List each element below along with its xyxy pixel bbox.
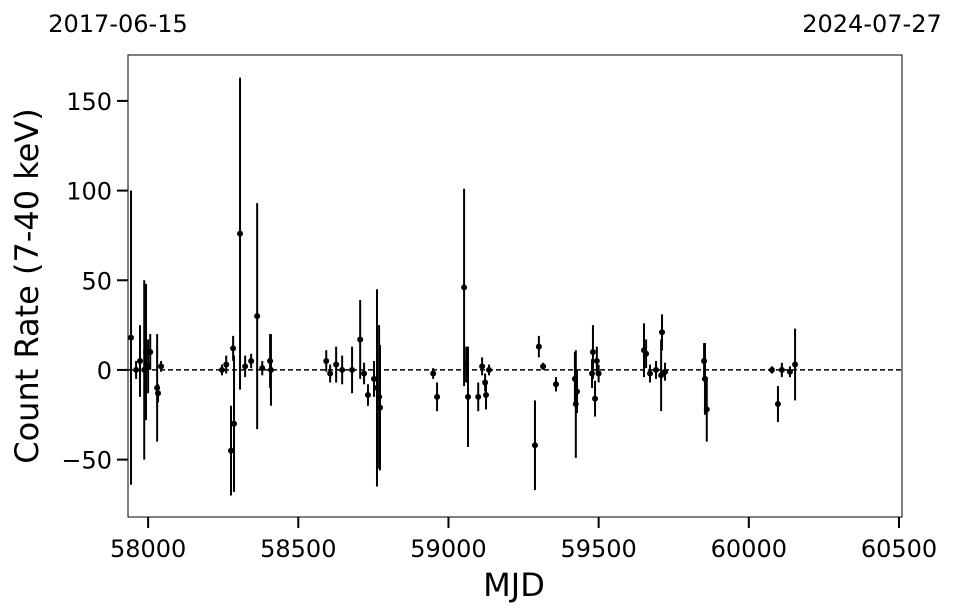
data-point — [376, 404, 383, 411]
data-point — [574, 388, 581, 395]
data-point — [248, 357, 255, 364]
data-point — [792, 361, 799, 368]
data-point — [430, 370, 437, 377]
data-point — [593, 357, 600, 364]
data-point — [237, 230, 244, 237]
data-point — [774, 401, 781, 408]
data-point — [259, 365, 266, 372]
data-point — [147, 349, 154, 355]
data-point — [133, 366, 140, 373]
data-point — [219, 366, 226, 373]
data-point — [434, 393, 441, 400]
data-point — [479, 363, 486, 370]
data-point — [464, 393, 471, 400]
data-point — [535, 343, 542, 350]
data-point — [659, 329, 666, 336]
y-tick-label: 100 — [66, 178, 112, 206]
data-point — [361, 370, 368, 377]
data-point — [768, 366, 775, 373]
data-point — [254, 313, 261, 320]
y-tick-label: 150 — [66, 88, 112, 116]
data-point — [357, 336, 364, 343]
data-point — [552, 381, 559, 388]
data-point — [589, 349, 596, 355]
data-point — [647, 370, 654, 377]
data-point — [662, 368, 669, 375]
x-tick-label: 59500 — [560, 535, 636, 563]
end-date: 2024-07-27 — [802, 10, 941, 38]
data-point — [486, 366, 493, 373]
data-point — [370, 375, 377, 382]
data-point — [778, 366, 785, 373]
data-point — [658, 372, 665, 379]
data-point — [595, 370, 602, 377]
data-point — [327, 370, 334, 377]
data-point — [223, 361, 230, 368]
y-axis-label: Count Rate (7-40 keV) — [8, 108, 46, 463]
y-tick-label: 0 — [97, 357, 112, 385]
data-point — [333, 361, 340, 368]
x-tick-label: 60000 — [711, 535, 787, 563]
data-point — [339, 366, 346, 373]
data-point — [323, 357, 330, 364]
data-point — [242, 363, 249, 370]
data-point — [349, 366, 356, 373]
x-tick-label: 59000 — [410, 535, 486, 563]
data-point — [231, 420, 238, 427]
data-point — [786, 368, 793, 375]
data-point — [155, 390, 162, 397]
data-point — [461, 284, 468, 291]
data-point — [228, 447, 235, 454]
y-tick-label: 50 — [81, 267, 112, 295]
data-point — [128, 334, 135, 341]
data-point — [540, 363, 547, 370]
data-point — [531, 442, 538, 449]
plot-frame — [127, 54, 903, 518]
data-point — [483, 392, 490, 399]
y-tick-label: −50 — [61, 447, 112, 475]
data-point — [158, 363, 165, 370]
data-point — [653, 366, 660, 373]
start-date: 2017-06-15 — [48, 10, 187, 38]
x-tick-label: 58000 — [110, 535, 186, 563]
data-point — [267, 366, 274, 373]
data-point — [230, 345, 237, 352]
data-point — [137, 357, 144, 364]
data-point — [475, 393, 482, 400]
x-axis-label: MJD — [483, 566, 545, 604]
x-tick-label: 60500 — [861, 535, 937, 563]
data-point — [592, 395, 599, 402]
data-point — [643, 350, 650, 357]
data-point — [703, 406, 710, 413]
x-tick-label: 58500 — [260, 535, 336, 563]
data-point — [364, 392, 371, 399]
